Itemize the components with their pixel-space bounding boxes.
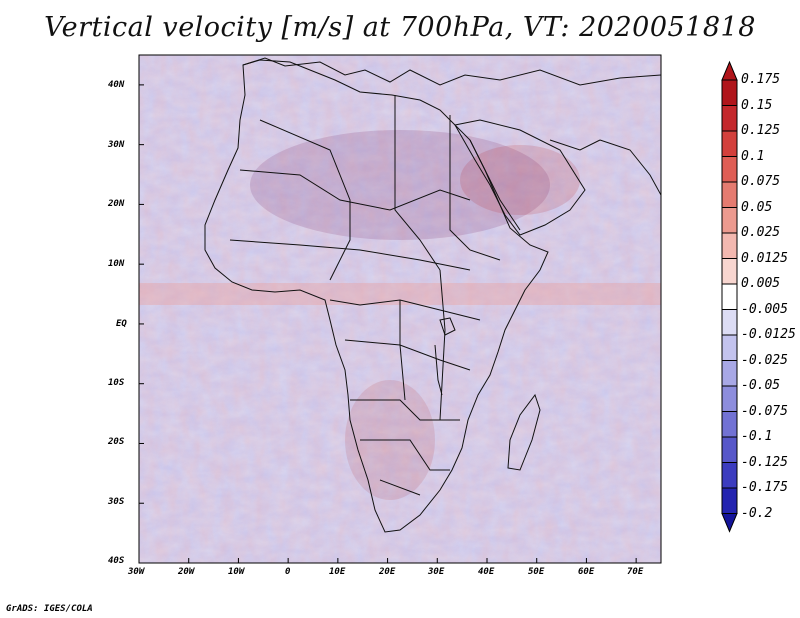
colorbar-level-label: -0.125 xyxy=(741,454,788,470)
colorbar-segment xyxy=(721,79,738,106)
lon-tick-label: 60E xyxy=(578,567,595,577)
colorbar-level-label: -0.2 xyxy=(741,505,773,521)
colorbar-segment xyxy=(721,105,738,132)
colorbar-level-label: 0.15 xyxy=(741,97,773,113)
lat-tick-label: 10N xyxy=(108,259,125,269)
colorbar-segment xyxy=(721,436,738,463)
lon-tick-label: 10W xyxy=(228,567,245,577)
lat-tick-label: 20N xyxy=(108,199,125,209)
lon-tick-label: 50E xyxy=(528,567,545,577)
colorbar-level-label: 0.175 xyxy=(741,72,781,87)
coastlines xyxy=(204,57,661,533)
colorbar-segment xyxy=(721,156,738,183)
lon-tick-label: 20E xyxy=(379,567,396,577)
lat-tick-label: 20S xyxy=(108,437,125,447)
colorbar-level-label: -0.025 xyxy=(741,352,788,368)
lon-tick-label: 20W xyxy=(178,567,195,577)
colorbar-segment xyxy=(721,360,738,387)
colorbar-segment xyxy=(721,181,738,208)
grads-credit: GrADS: IGES/COLA xyxy=(6,604,93,614)
colorbar-segment xyxy=(721,487,738,514)
plot-frame xyxy=(138,54,662,564)
colorbar-level-label: 0.1 xyxy=(741,148,765,164)
colorbar-segment xyxy=(721,207,738,234)
lon-tick-label: 10E xyxy=(329,567,346,577)
lat-tick-label: EQ xyxy=(116,319,127,329)
colorbar-level-label: -0.05 xyxy=(741,378,781,393)
colorbar-segment xyxy=(721,283,738,310)
colorbar-level-label: -0.1 xyxy=(741,429,773,444)
lat-tick-label: 30N xyxy=(108,140,125,150)
colorbar-arrow-top xyxy=(721,60,738,81)
colorbar-level-label: 0.075 xyxy=(741,174,781,189)
lon-tick-label: 30E xyxy=(428,567,445,577)
lon-tick-label: 70E xyxy=(627,567,644,577)
map-title: Vertical velocity [m/s] at 700hPa, VT: 2… xyxy=(44,12,756,43)
colorbar-level-label: 0.05 xyxy=(741,199,773,215)
lat-tick-label: 40N xyxy=(108,80,125,90)
colorbar-level-label: 0.0125 xyxy=(741,250,788,266)
colorbar-level-label: -0.0125 xyxy=(741,327,796,342)
colorbar-segment xyxy=(721,462,738,489)
colorbar-segment xyxy=(721,309,738,336)
colorbar-level-label: -0.175 xyxy=(741,480,788,495)
colorbar xyxy=(721,60,738,533)
colorbar-segment xyxy=(721,411,738,438)
colorbar-level-label: -0.075 xyxy=(741,403,788,419)
lon-tick-label: 0 xyxy=(285,567,291,577)
colorbar-segment xyxy=(721,130,738,157)
lat-tick-label: 30S xyxy=(108,497,125,507)
colorbar-level-label: 0.125 xyxy=(741,123,781,138)
colorbar-level-label: 0.025 xyxy=(741,225,781,240)
axis-ticks xyxy=(138,84,637,564)
lon-tick-label: 30W xyxy=(128,567,145,577)
colorbar-level-label: 0.005 xyxy=(741,276,781,291)
colorbar-segment xyxy=(721,385,738,412)
lat-tick-label: 10S xyxy=(108,378,125,388)
colorbar-segment xyxy=(721,334,738,361)
lat-tick-label: 40S xyxy=(108,556,125,566)
colorbar-segment xyxy=(721,232,738,259)
colorbar-segment xyxy=(721,258,738,285)
colorbar-level-label: -0.005 xyxy=(741,301,788,317)
colorbar-arrow-bottom xyxy=(721,513,738,533)
lon-tick-label: 40E xyxy=(478,567,495,577)
